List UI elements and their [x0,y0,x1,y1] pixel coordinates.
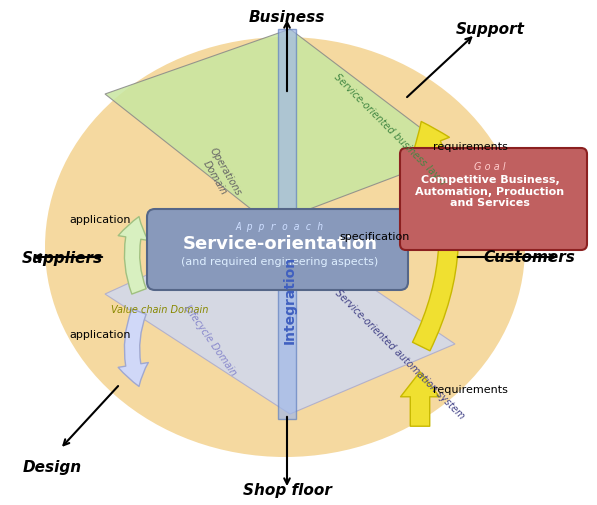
Text: Operations
Domain: Operations Domain [197,146,243,204]
Text: specification: specification [340,231,410,241]
FancyBboxPatch shape [147,210,408,290]
Polygon shape [105,30,455,225]
Text: Service-oriented business layer: Service-oriented business layer [332,72,448,188]
Text: Competitive Business,
Automation, Production
and Services: Competitive Business, Automation, Produc… [416,175,565,208]
Text: Shop floor: Shop floor [242,482,331,497]
Text: Customers: Customers [483,250,575,265]
Text: application: application [69,329,131,339]
Text: Design: Design [23,459,82,474]
Text: Lifecycle Domain: Lifecycle Domain [182,302,238,376]
Text: requirements: requirements [433,142,507,151]
FancyArrowPatch shape [118,309,149,387]
Text: Support: Support [456,22,524,37]
Text: Business: Business [249,10,325,25]
FancyBboxPatch shape [278,30,296,419]
Text: application: application [69,215,131,225]
FancyArrowPatch shape [118,217,149,294]
FancyArrowPatch shape [401,372,439,426]
FancyBboxPatch shape [400,148,587,250]
FancyArrowPatch shape [323,226,393,257]
Text: Service-orientation: Service-orientation [183,234,377,252]
Ellipse shape [45,38,525,457]
Text: A p p r o a c h: A p p r o a c h [236,222,324,231]
Text: G o a l: G o a l [474,162,506,172]
Text: Integration: Integration [283,256,297,343]
Text: (and required engineering aspects): (and required engineering aspects) [181,257,378,267]
FancyArrowPatch shape [413,122,458,351]
Polygon shape [105,220,455,414]
Text: Suppliers: Suppliers [22,250,103,265]
Text: requirements: requirements [433,384,507,394]
Text: Service-oriented automation system: Service-oriented automation system [333,288,467,421]
Text: Value chain Domain: Value chain Domain [111,305,209,315]
